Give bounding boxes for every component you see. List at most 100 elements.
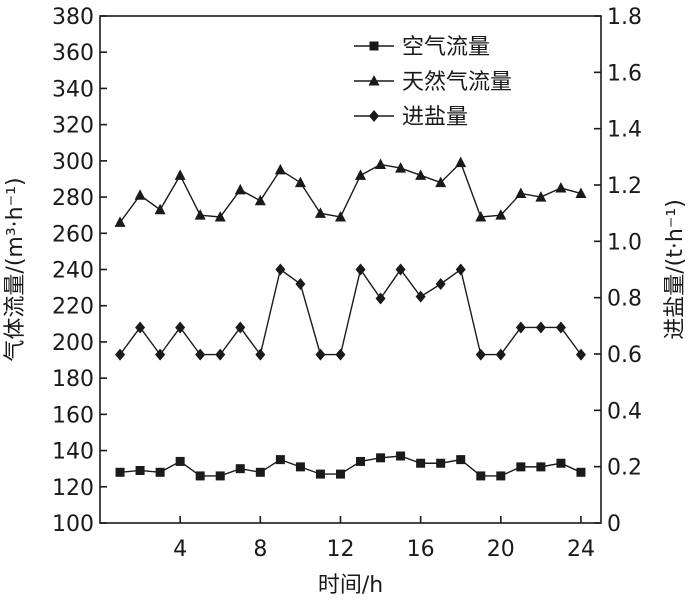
y-right-tick-label: 1.8 <box>607 5 642 30</box>
data-point <box>135 321 146 334</box>
y-left-tick-label: 220 <box>52 295 94 320</box>
y-left-tick-label: 280 <box>52 186 94 211</box>
data-point <box>235 321 246 334</box>
data-point <box>234 183 246 195</box>
data-point <box>155 467 165 477</box>
data-point <box>355 169 367 180</box>
legend-label: 天然气流量 <box>402 70 512 95</box>
data-point <box>115 467 125 477</box>
data-point <box>415 169 427 180</box>
data-point <box>154 203 166 215</box>
y-left-tick-label: 180 <box>52 367 94 392</box>
data-point <box>254 194 266 206</box>
data-point <box>435 176 447 188</box>
y-right-tick-label: 1.2 <box>607 174 642 199</box>
data-point <box>555 182 567 193</box>
data-point <box>576 467 586 477</box>
y-left-tick-label: 160 <box>52 403 94 428</box>
data-point <box>455 156 467 168</box>
data-point <box>535 191 547 202</box>
data-point <box>195 471 205 481</box>
data-point <box>375 158 387 169</box>
series-layer <box>114 156 587 481</box>
data-point <box>436 458 446 468</box>
data-point <box>194 209 206 220</box>
data-point <box>355 263 366 276</box>
legend-marker <box>369 41 379 51</box>
data-point <box>396 451 406 461</box>
y-right-tick-label: 1.4 <box>607 118 642 143</box>
x-tick-label: 4 <box>173 537 187 562</box>
data-point <box>395 263 406 276</box>
legend-label: 空气流量 <box>402 35 490 60</box>
series-line <box>119 455 582 477</box>
data-point <box>495 209 507 220</box>
data-point <box>395 162 407 173</box>
data-point <box>496 471 506 481</box>
data-point <box>495 348 506 361</box>
y-left-tick-label: 260 <box>52 222 94 247</box>
data-point <box>294 176 306 188</box>
data-point <box>255 348 266 361</box>
data-point <box>575 348 586 361</box>
data-point <box>475 210 487 222</box>
data-point <box>214 210 226 222</box>
y-axis-right-title: 进盐量/(t·h⁻¹) <box>663 199 688 340</box>
data-point <box>456 455 466 465</box>
y-left-tick-label: 240 <box>52 259 94 284</box>
y-left-tick-label: 360 <box>52 41 94 66</box>
y-right-tick-label: 0 <box>607 512 621 537</box>
y-right-tick-label: 0.4 <box>607 399 642 424</box>
data-point <box>476 471 486 481</box>
data-point <box>556 458 566 468</box>
data-point <box>135 465 145 475</box>
legend-label: 进盐量 <box>402 105 468 130</box>
series-triangle <box>114 156 587 227</box>
data-point <box>114 216 126 227</box>
y-right-tick-label: 1.6 <box>607 61 642 86</box>
y-right-tick-label: 0.6 <box>607 343 642 368</box>
data-point <box>115 348 126 361</box>
y-left-tick-label: 340 <box>52 77 94 102</box>
y-right-tick-label: 0.8 <box>607 287 642 312</box>
plot-frame <box>99 15 602 524</box>
data-point <box>315 469 325 479</box>
data-point <box>134 189 146 200</box>
data-point <box>375 292 386 305</box>
data-point <box>515 321 526 334</box>
data-point <box>435 277 446 290</box>
series-line <box>119 267 582 357</box>
data-point <box>315 348 326 361</box>
data-point <box>334 210 346 222</box>
y-left-tick-label: 120 <box>52 476 94 501</box>
x-tick-label: 24 <box>567 537 595 562</box>
y-left-tick-label: 320 <box>52 114 94 139</box>
y-left-tick-label: 140 <box>52 440 94 465</box>
data-point <box>275 263 286 276</box>
y-left-tick-label: 100 <box>52 512 94 537</box>
y-right-tick-label: 0.2 <box>607 456 642 481</box>
data-point <box>235 464 245 474</box>
data-point <box>215 348 226 361</box>
series-line <box>119 161 582 223</box>
axes <box>99 15 602 524</box>
data-point <box>175 456 185 466</box>
y-left-tick-label: 200 <box>52 331 94 356</box>
data-point <box>295 277 306 290</box>
y-left-tick-label: 300 <box>52 150 94 175</box>
data-point <box>415 290 426 303</box>
data-point <box>416 458 426 468</box>
data-point <box>215 471 225 481</box>
data-point <box>295 462 305 472</box>
legend-marker <box>369 110 379 122</box>
data-point <box>335 348 346 361</box>
data-point <box>515 187 527 198</box>
data-point <box>274 163 286 175</box>
data-point <box>314 207 326 218</box>
data-point <box>155 348 166 361</box>
data-point <box>174 169 186 180</box>
ticks: 1001201401601802002202402602803003203403… <box>52 5 642 562</box>
data-point <box>555 321 566 334</box>
